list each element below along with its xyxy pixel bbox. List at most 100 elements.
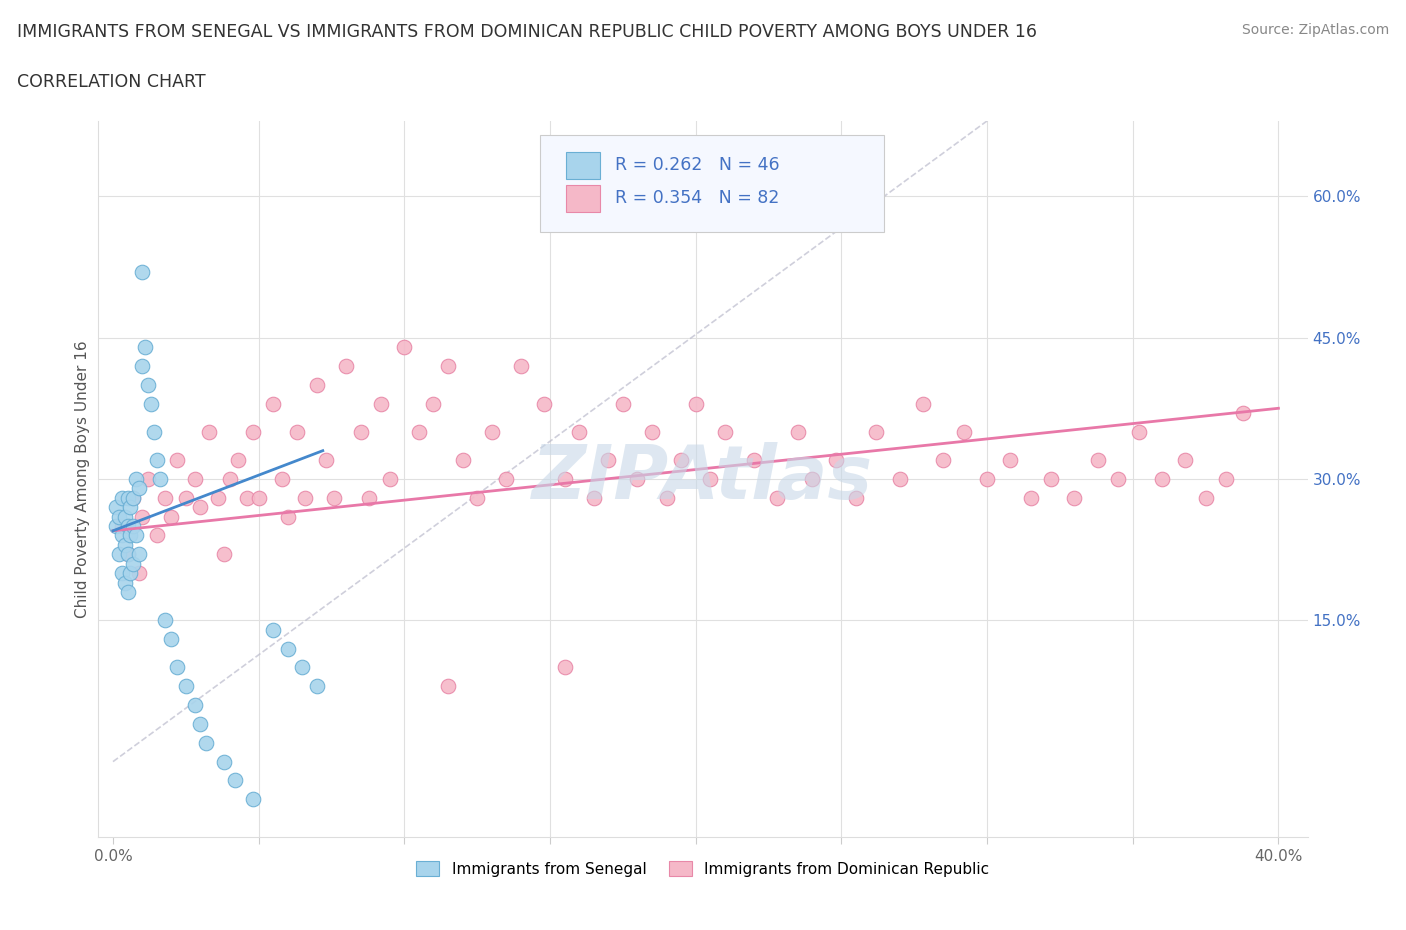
Point <box>1174 453 1197 468</box>
Point <box>509 358 531 373</box>
Point <box>766 490 789 505</box>
Point <box>122 556 145 571</box>
Point <box>465 490 488 505</box>
Point <box>224 773 246 788</box>
Text: R = 0.354   N = 82: R = 0.354 N = 82 <box>614 189 779 207</box>
Point <box>370 396 392 411</box>
Text: CORRELATION CHART: CORRELATION CHART <box>17 73 205 90</box>
Point <box>134 339 156 354</box>
Point <box>1087 453 1109 468</box>
Point <box>207 490 229 505</box>
Point <box>626 472 648 486</box>
Point <box>699 472 721 486</box>
Point <box>394 339 416 354</box>
Point <box>155 613 177 628</box>
Point <box>117 547 139 562</box>
Point <box>714 424 737 439</box>
Point <box>598 453 620 468</box>
Point <box>305 378 328 392</box>
Point <box>262 622 284 637</box>
Point <box>801 472 824 486</box>
Point <box>125 528 148 543</box>
Point <box>104 519 127 534</box>
Point <box>568 424 591 439</box>
Point <box>149 472 172 486</box>
Point <box>120 528 142 543</box>
Legend: Immigrants from Senegal, Immigrants from Dominican Republic: Immigrants from Senegal, Immigrants from… <box>411 856 995 884</box>
Point <box>117 585 139 600</box>
Point <box>122 490 145 505</box>
Point <box>131 358 153 373</box>
Point <box>120 499 142 514</box>
Point <box>952 424 974 439</box>
Point <box>1215 472 1237 486</box>
Point <box>128 565 150 580</box>
Point <box>111 565 134 580</box>
Point <box>212 547 235 562</box>
Point <box>145 453 167 468</box>
Point <box>136 378 159 392</box>
Point <box>554 472 576 486</box>
Point <box>612 396 634 411</box>
Point <box>865 424 887 439</box>
Point <box>495 472 517 486</box>
Point <box>242 791 264 806</box>
Point <box>117 547 139 562</box>
Point <box>976 472 998 486</box>
Point <box>155 490 177 505</box>
Point <box>142 424 165 439</box>
Point <box>481 424 503 439</box>
Point <box>294 490 316 505</box>
Point <box>122 490 145 505</box>
Point <box>1150 472 1173 486</box>
Point <box>1107 472 1129 486</box>
Point <box>174 490 197 505</box>
Point <box>1063 490 1085 505</box>
Point <box>198 424 221 439</box>
Point <box>117 519 139 534</box>
Point <box>335 358 357 373</box>
Point <box>166 660 188 675</box>
Point <box>128 481 150 496</box>
Point <box>131 510 153 525</box>
Point <box>108 547 131 562</box>
Point <box>378 472 401 486</box>
Point <box>111 519 134 534</box>
Point <box>125 472 148 486</box>
Point <box>111 490 134 505</box>
Point <box>183 698 205 712</box>
Point <box>1128 424 1150 439</box>
Point <box>128 547 150 562</box>
Point <box>160 510 183 525</box>
Point <box>582 490 605 505</box>
Point <box>117 490 139 505</box>
Text: IMMIGRANTS FROM SENEGAL VS IMMIGRANTS FROM DOMINICAN REPUBLIC CHILD POVERTY AMON: IMMIGRANTS FROM SENEGAL VS IMMIGRANTS FR… <box>17 23 1036 41</box>
Point <box>742 453 765 468</box>
Point <box>437 679 460 694</box>
Point <box>889 472 911 486</box>
Point <box>114 575 136 590</box>
Point <box>104 499 127 514</box>
FancyBboxPatch shape <box>567 152 600 179</box>
Point <box>451 453 474 468</box>
Point <box>145 528 167 543</box>
Point <box>277 641 299 656</box>
Point <box>190 499 212 514</box>
FancyBboxPatch shape <box>567 185 600 212</box>
Point <box>111 528 134 543</box>
Point <box>236 490 259 505</box>
Point <box>437 358 460 373</box>
Point <box>315 453 337 468</box>
Point <box>108 510 131 525</box>
Point <box>218 472 240 486</box>
Point <box>131 264 153 279</box>
Point <box>786 424 808 439</box>
Point <box>1194 490 1216 505</box>
Point <box>554 660 576 675</box>
Point <box>195 736 218 751</box>
Point <box>350 424 373 439</box>
Point <box>1000 453 1022 468</box>
Point <box>824 453 846 468</box>
Point <box>166 453 188 468</box>
Point <box>1040 472 1063 486</box>
